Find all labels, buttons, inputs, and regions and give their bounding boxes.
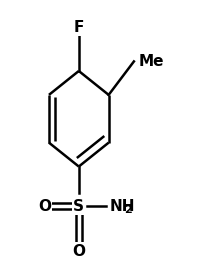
Text: 2: 2 — [124, 205, 132, 215]
Text: Me: Me — [139, 54, 164, 69]
Text: F: F — [74, 20, 84, 35]
Text: O: O — [72, 244, 85, 259]
Text: S: S — [73, 199, 84, 213]
Text: NH: NH — [109, 199, 135, 213]
Text: O: O — [38, 199, 51, 213]
